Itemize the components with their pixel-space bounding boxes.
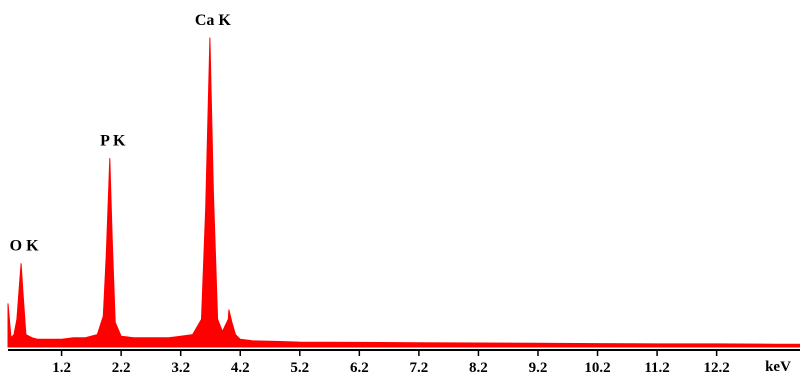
x-tick-label: 3.2 bbox=[171, 360, 190, 376]
x-tick-label: 12.2 bbox=[704, 360, 730, 376]
peak-labels: O K P K Ca K bbox=[10, 12, 232, 255]
peak-label: Ca K bbox=[195, 12, 232, 29]
x-axis-ticks: 1.2 2.2 3.2 4.2 5.2 6.2 7.2 8.2 9.2 10.2 11.2 12.2 bbox=[52, 350, 730, 376]
spectrum-layer bbox=[7, 37, 800, 348]
x-tick-label: 7.2 bbox=[410, 360, 429, 376]
spectrum-area bbox=[7, 37, 800, 348]
x-tick-label: 2.2 bbox=[112, 360, 131, 376]
peak-label: O K bbox=[10, 238, 39, 255]
x-tick-label: 6.2 bbox=[350, 360, 369, 376]
x-tick-label: 4.2 bbox=[231, 360, 250, 376]
x-tick-label: 5.2 bbox=[290, 360, 309, 376]
x-tick-label: 8.2 bbox=[469, 360, 488, 376]
x-tick-label: 1.2 bbox=[52, 360, 71, 376]
x-tick-label: 11.2 bbox=[644, 360, 669, 376]
peak-label: P K bbox=[100, 133, 126, 150]
x-tick-label: 10.2 bbox=[584, 360, 610, 376]
x-tick-label: 9.2 bbox=[529, 360, 548, 376]
x-axis-unit-label: keV bbox=[765, 359, 791, 375]
